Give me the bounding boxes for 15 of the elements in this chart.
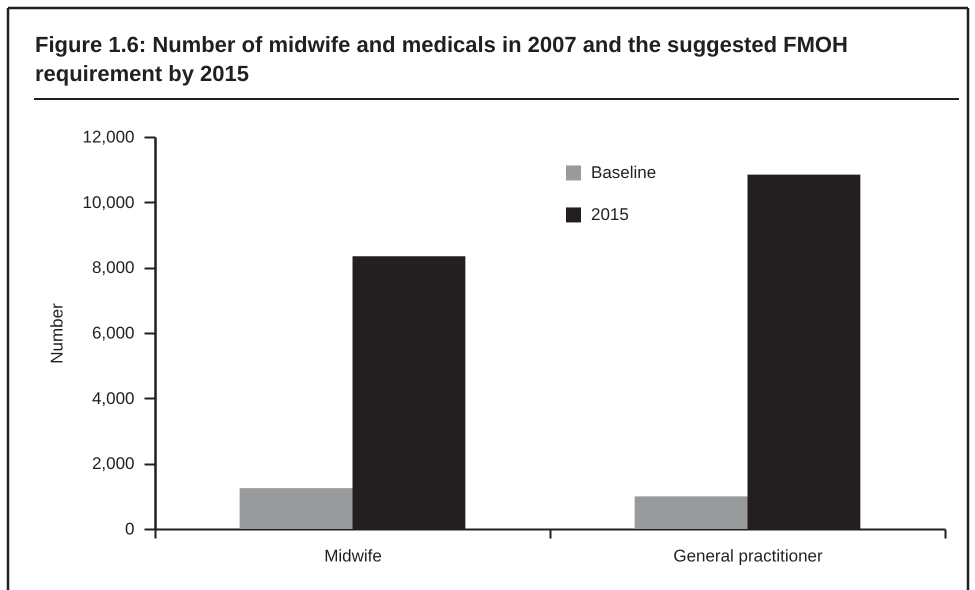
y-tick-label: 6,000 bbox=[92, 324, 134, 342]
x-tick-label: Midwife bbox=[324, 546, 382, 566]
y-tick-label: 2,000 bbox=[92, 454, 134, 474]
y-tick-label: 8,000 bbox=[92, 258, 134, 278]
y-tick-label: 4,000 bbox=[92, 388, 134, 408]
y-tick-label: 0 bbox=[125, 520, 134, 538]
x-tick-label: General practitioner bbox=[673, 546, 823, 566]
legend-label: 2015 bbox=[591, 204, 629, 224]
bar bbox=[634, 496, 748, 529]
legend-label: Baseline bbox=[591, 162, 656, 182]
chart-title: Figure 1.6: Number of midwife and medicals in 2007 and the suggested FMOH requirement by 2015 bbox=[35, 32, 848, 86]
bar bbox=[240, 488, 352, 529]
y-tick-label: 10,000 bbox=[82, 192, 134, 212]
y-tick-label: 12,000 bbox=[82, 128, 134, 146]
y-axis-title: Number bbox=[48, 302, 67, 364]
